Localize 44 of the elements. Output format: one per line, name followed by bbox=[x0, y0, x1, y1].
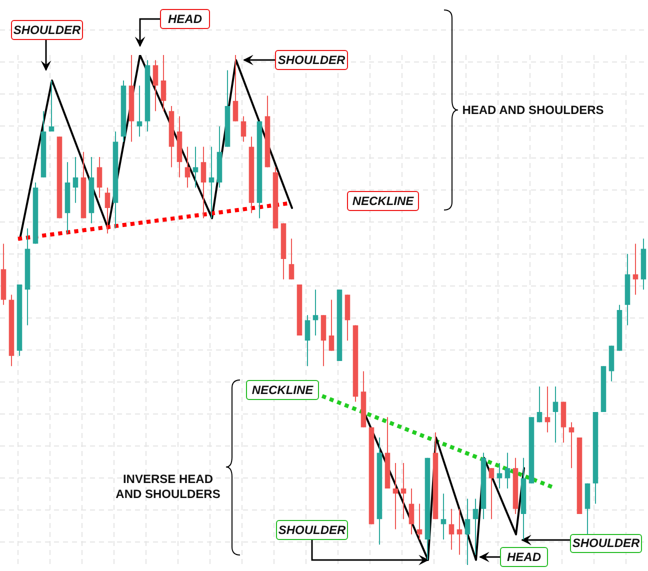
candlestick bbox=[400, 462, 406, 520]
annotation: SHOULDER bbox=[275, 50, 348, 70]
candlestick bbox=[328, 299, 334, 352]
annotation: HEAD bbox=[500, 547, 548, 567]
candlestick bbox=[304, 314, 310, 367]
candlestick bbox=[568, 422, 574, 469]
candlestick bbox=[544, 386, 550, 433]
candlestick bbox=[184, 146, 190, 188]
annotation: NECKLINE bbox=[246, 380, 319, 400]
candlestick bbox=[288, 238, 294, 280]
candlestick bbox=[48, 80, 54, 132]
annotation: SHOULDER bbox=[276, 520, 348, 540]
candlestick bbox=[464, 498, 470, 565]
candlestick bbox=[152, 60, 158, 112]
candlestick bbox=[448, 508, 454, 550]
candlestick bbox=[504, 452, 510, 489]
candlestick bbox=[496, 462, 502, 489]
candlestick bbox=[136, 85, 142, 138]
annotation: SHOULDER bbox=[570, 534, 642, 553]
candlestick bbox=[552, 386, 558, 444]
candlestick bbox=[472, 498, 478, 556]
candlestick bbox=[440, 493, 446, 540]
candlestick bbox=[240, 116, 246, 142]
candlestick bbox=[408, 488, 414, 535]
candlestick bbox=[200, 146, 206, 219]
candlestick bbox=[232, 55, 238, 122]
annotation: INVERSE HEAD AND SHOULDERS bbox=[114, 471, 222, 503]
candlestick bbox=[96, 156, 102, 198]
text: SHOULDER bbox=[11, 20, 83, 40]
candlestick bbox=[488, 468, 494, 520]
annotation: NECKLINE bbox=[347, 191, 419, 211]
candlestick bbox=[104, 187, 110, 234]
candlestick bbox=[160, 55, 166, 112]
candlestick bbox=[72, 156, 78, 204]
candlestick bbox=[208, 146, 214, 219]
candlestick bbox=[536, 386, 542, 423]
candlestick bbox=[192, 146, 198, 188]
candlestick bbox=[456, 508, 462, 556]
annotation: HEAD AND SHOULDERS bbox=[461, 102, 605, 118]
candlestick bbox=[632, 243, 638, 296]
text: HEAD bbox=[160, 9, 210, 29]
candlestick bbox=[416, 503, 422, 540]
candlestick bbox=[312, 289, 318, 336]
candlestick bbox=[392, 462, 398, 530]
